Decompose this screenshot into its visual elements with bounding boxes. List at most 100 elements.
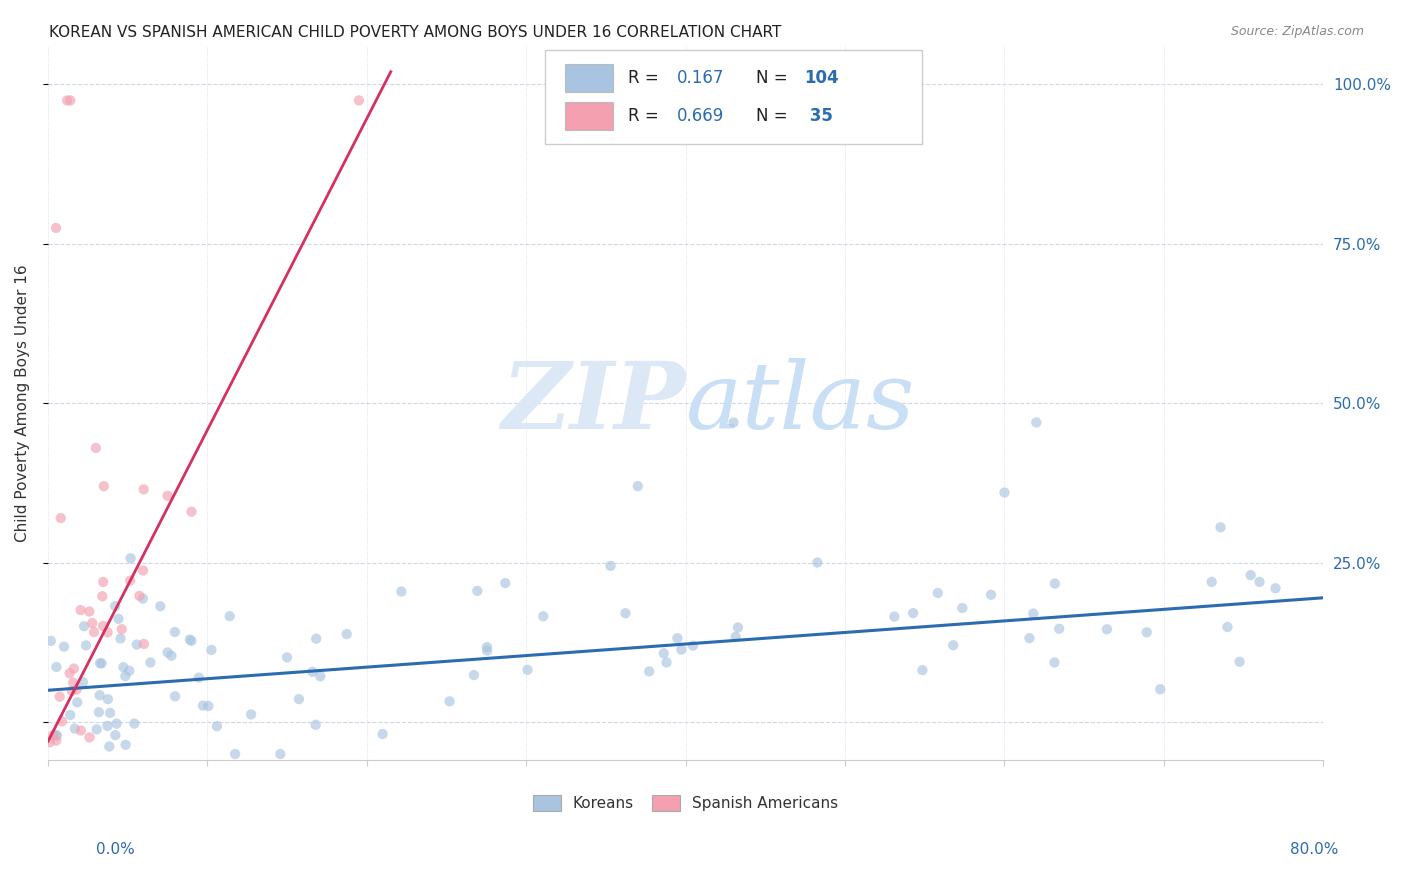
Point (389, 584, 412, 599)
Point (371, 727, 394, 741)
Point (1264, 581, 1286, 595)
Point (63, 722, 86, 736)
Point (49, 511, 72, 525)
Point (993, 485, 1015, 500)
Point (1216, 620, 1239, 634)
Point (671, 642, 693, 657)
Point (45, 728, 67, 742)
Point (70, 723, 93, 738)
Point (475, 640, 498, 654)
Point (305, 632, 328, 646)
Point (53, 640, 76, 654)
Text: R =: R = (628, 69, 664, 87)
Point (90, 657, 112, 671)
Point (89, 656, 111, 670)
Point (98, 706, 121, 720)
Point (132, 564, 155, 578)
Text: 0.167: 0.167 (676, 69, 724, 87)
Point (240, 707, 263, 722)
Point (179, 632, 201, 647)
Point (79, 731, 101, 745)
Point (128, 589, 150, 603)
Point (305, 718, 328, 732)
Point (87, 705, 110, 719)
Point (806, 556, 828, 570)
Point (1043, 576, 1066, 591)
Point (1201, 574, 1223, 589)
Point (269, 747, 291, 761)
Point (463, 668, 485, 682)
Text: KOREAN VS SPANISH AMERICAN CHILD POVERTY AMONG BOYS UNDER 16 CORRELATION CHART: KOREAN VS SPANISH AMERICAN CHILD POVERTY… (49, 25, 782, 40)
Point (1018, 631, 1040, 645)
Point (65, 682, 87, 697)
Text: 104: 104 (804, 69, 839, 87)
Text: 0.0%: 0.0% (96, 842, 135, 856)
Point (1043, 656, 1066, 670)
Point (165, 690, 187, 704)
Point (66, 695, 89, 709)
Point (980, 588, 1002, 602)
Point (124, 716, 146, 731)
Point (682, 639, 704, 653)
Point (118, 664, 141, 678)
Point (1095, 622, 1118, 636)
Point (39, 633, 62, 648)
Point (45, 729, 67, 743)
Point (59, 708, 82, 723)
Point (1239, 568, 1261, 582)
Point (156, 489, 179, 503)
Point (1047, 622, 1070, 636)
Point (132, 483, 155, 497)
Point (652, 646, 675, 660)
Point (89, 688, 111, 702)
Point (69, 603, 91, 617)
Point (82, 616, 104, 631)
Point (336, 627, 359, 641)
Point (107, 612, 129, 626)
Point (224, 747, 246, 761)
Point (45, 660, 67, 674)
Point (62, 675, 84, 690)
Point (666, 631, 689, 645)
Point (883, 609, 905, 624)
Point (200, 643, 222, 657)
Point (49, 690, 72, 704)
Point (288, 692, 311, 706)
Point (75, 638, 97, 652)
Point (927, 586, 949, 600)
Bar (565, 64, 613, 92)
Point (132, 591, 155, 606)
Point (91, 574, 114, 589)
Point (114, 669, 136, 683)
Point (301, 665, 323, 679)
Point (191, 698, 214, 713)
Point (120, 574, 142, 588)
Text: R =: R = (628, 107, 664, 125)
Point (97, 625, 120, 640)
Point (724, 630, 747, 644)
Point (439, 694, 461, 708)
Point (63, 662, 86, 676)
Point (97, 692, 120, 706)
Point (112, 660, 135, 674)
Point (950, 601, 973, 615)
Point (163, 625, 186, 640)
Point (655, 656, 678, 670)
Point (45, 733, 67, 747)
Text: Source: ZipAtlas.com: Source: ZipAtlas.com (1230, 25, 1364, 38)
Point (1249, 574, 1271, 589)
Point (309, 669, 332, 683)
Point (276, 650, 298, 665)
Point (73, 619, 96, 633)
Point (1149, 682, 1171, 697)
Point (160, 648, 183, 663)
Point (1025, 416, 1047, 430)
Point (56, 94, 79, 108)
Point (59, 666, 82, 681)
Point (98, 739, 121, 754)
Point (627, 479, 650, 493)
Point (1209, 520, 1232, 534)
Point (180, 505, 202, 519)
Point (105, 716, 128, 731)
Point (494, 576, 516, 591)
